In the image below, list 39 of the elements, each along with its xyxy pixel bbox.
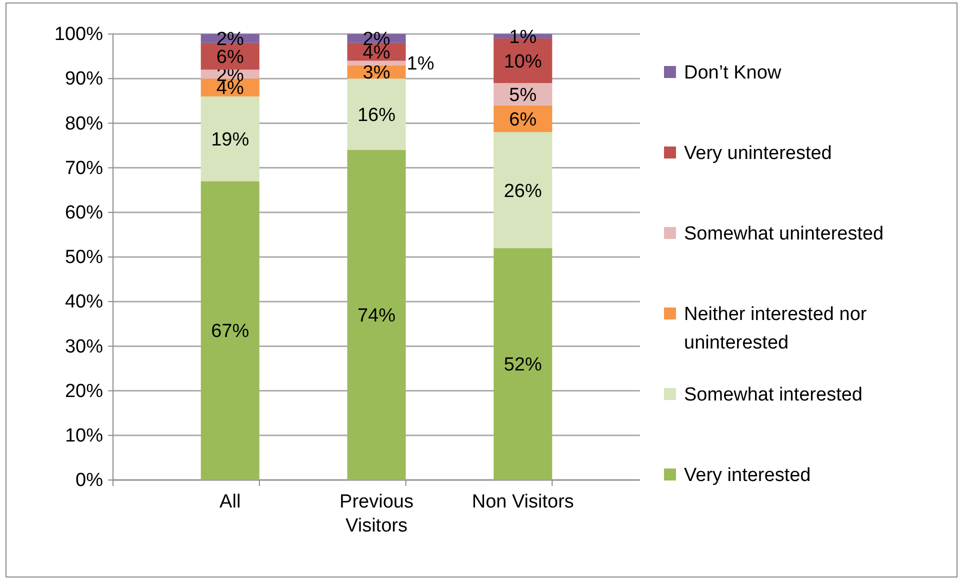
data-label: 26% [504, 180, 542, 202]
legend-label: Somewhat uninterested [684, 224, 884, 245]
bar [200, 181, 260, 480]
bar [347, 150, 406, 480]
y-tick-label: 0% [76, 470, 104, 492]
bar [347, 78, 406, 150]
y-tick-label: 100% [54, 24, 104, 46]
data-label: 1% [509, 26, 537, 48]
data-label: 52% [504, 354, 542, 376]
legend-label: Somewhat interested [684, 384, 862, 406]
data-label: 1% [406, 54, 434, 75]
y-tick-label: 70% [64, 158, 104, 179]
y-tick-label: 30% [64, 336, 104, 358]
legend-label: Don’t Know [684, 62, 782, 84]
y-tick-label: 80% [64, 113, 104, 134]
y-tick-label: 20% [64, 380, 104, 402]
bar [494, 132, 552, 248]
y-tick-label: 90% [64, 68, 104, 90]
bar [494, 248, 552, 480]
data-label: 6% [509, 109, 537, 130]
y-tick-label: 40% [64, 292, 104, 313]
data-label: 74% [357, 306, 396, 327]
data-label: 19% [211, 129, 250, 150]
data-label: 3% [362, 62, 390, 84]
x-tick-label: Non Visitors [472, 492, 574, 513]
y-tick-label: 50% [64, 247, 104, 268]
bar [347, 60, 406, 66]
data-label: 67% [211, 321, 250, 342]
bar [200, 96, 260, 182]
legend-label: Very uninterested [684, 143, 832, 164]
data-label: 10% [504, 51, 542, 72]
legend-label: Neither interested nor uninterested [684, 304, 868, 354]
x-tick-label: All [220, 492, 241, 513]
x-tick-label: Previous Visitors [340, 492, 414, 536]
legend-label: Very interested [684, 465, 811, 486]
data-label: 5% [509, 84, 537, 106]
y-tick-label: 10% [64, 425, 104, 446]
y-tick-label: 60% [64, 202, 104, 224]
data-label: 16% [357, 104, 396, 126]
